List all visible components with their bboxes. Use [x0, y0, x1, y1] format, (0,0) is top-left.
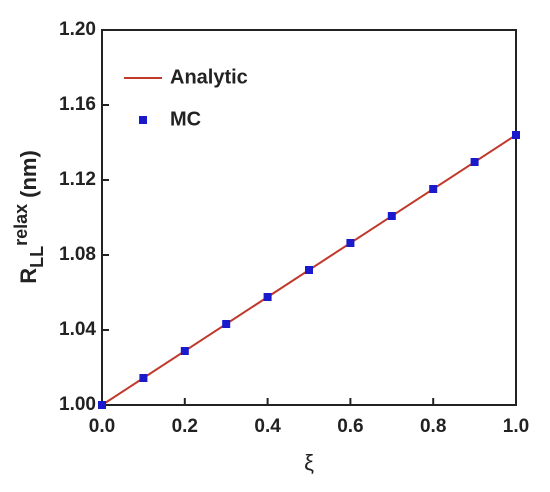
marker — [387, 212, 396, 220]
y-label-sub: LL — [27, 246, 47, 268]
marker — [180, 347, 189, 355]
marker — [429, 185, 438, 193]
marker — [98, 401, 106, 409]
y-tick-label: 1.08 — [59, 244, 96, 265]
marker — [470, 158, 479, 166]
y-tick-label: 1.00 — [59, 394, 96, 415]
y-label-sup: relax — [11, 204, 31, 246]
legend-swatch — [139, 116, 147, 124]
x-axis-label: ξ — [304, 450, 314, 475]
marker — [263, 293, 272, 301]
marker — [512, 131, 520, 139]
marker — [305, 266, 313, 274]
y-label-unit: (nm) — [16, 150, 41, 198]
x-tick-label: 0.0 — [89, 416, 115, 437]
x-tick-label: 0.6 — [337, 416, 363, 437]
x-tick-label: 0.4 — [254, 416, 281, 437]
plot-frame — [101, 29, 517, 406]
marker — [139, 374, 148, 382]
x-tick-label: 0.2 — [172, 416, 198, 437]
y-tick-label: 1.12 — [59, 169, 96, 190]
y-tick-label: 1.04 — [59, 319, 96, 340]
x-tick-label: 0.8 — [420, 416, 446, 437]
marker — [346, 239, 355, 247]
marker — [222, 320, 231, 328]
y-tick-label: 1.16 — [59, 94, 96, 115]
x-tick-label: 1.0 — [503, 416, 529, 437]
y-label-main: R — [16, 268, 41, 284]
y-axis-label: RLLrelax (nm) — [11, 150, 47, 284]
legend-label: MC — [170, 108, 201, 130]
legend-label: Analytic — [170, 66, 248, 88]
y-tick-label: 1.20 — [59, 19, 96, 40]
